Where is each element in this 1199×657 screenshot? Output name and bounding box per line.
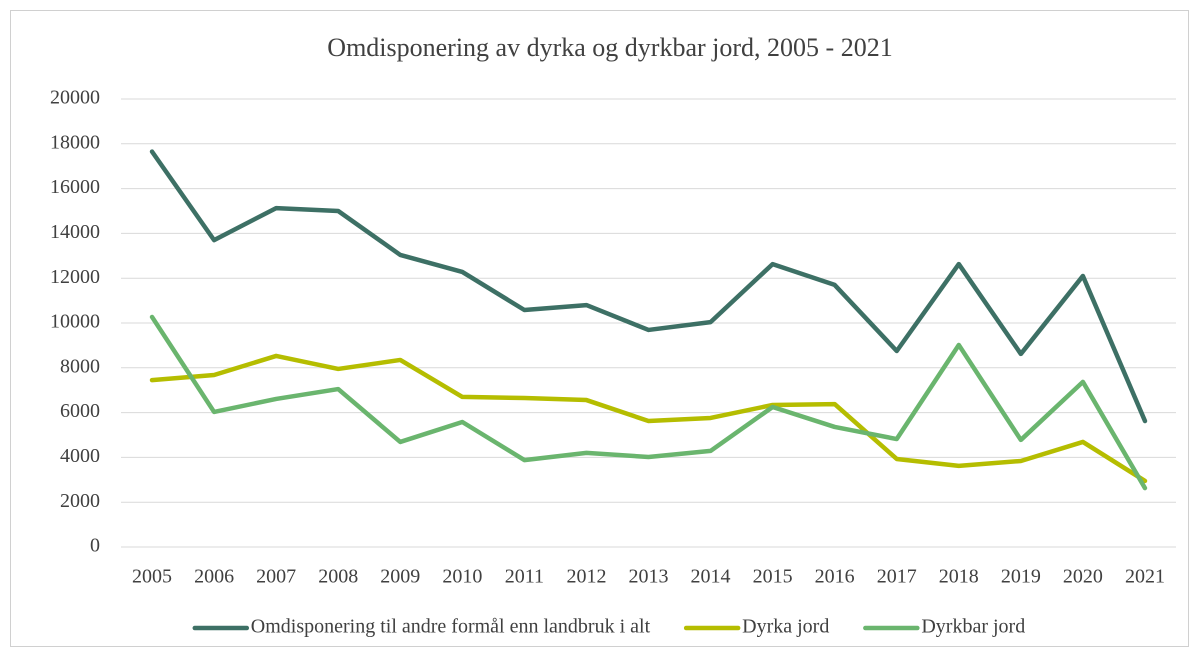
- legend-label: Omdisponering til andre formål enn landb…: [251, 616, 651, 638]
- x-tick-label: 2008: [318, 566, 358, 588]
- series-line: [149, 353, 1148, 484]
- y-tick-label: 12000: [50, 266, 100, 288]
- x-tick-label: 2014: [691, 566, 731, 588]
- x-tick-label: 2005: [132, 566, 172, 588]
- series-line: [149, 149, 1148, 424]
- x-tick-label: 2017: [877, 566, 917, 588]
- y-tick-label: 6000: [60, 400, 100, 422]
- x-tick-label: 2019: [1001, 566, 1041, 588]
- x-tick-label: 2013: [629, 566, 669, 588]
- chart-title: Omdisponering av dyrka og dyrkbar jord, …: [327, 33, 892, 62]
- x-tick-label: 2015: [753, 566, 793, 588]
- x-tick-label: 2011: [505, 566, 544, 588]
- legend-label: Dyrkbar jord: [921, 616, 1025, 638]
- x-tick-label: 2009: [380, 566, 420, 588]
- y-tick-label: 14000: [50, 221, 100, 243]
- y-tick-label: 8000: [60, 355, 100, 377]
- x-tick-label: 2007: [256, 566, 296, 588]
- chart-frame: [10, 10, 1189, 647]
- y-tick-label: 4000: [60, 445, 100, 467]
- x-tick-label: 2016: [815, 566, 855, 588]
- y-tick-label: 16000: [50, 176, 100, 198]
- legend-label: Dyrka jord: [742, 616, 829, 638]
- x-tick-label: 2010: [442, 566, 482, 588]
- y-tick-label: 10000: [50, 311, 100, 333]
- x-tick-label: 2012: [566, 566, 606, 588]
- series-line: [149, 314, 1148, 491]
- x-tick-label: 2018: [939, 566, 979, 588]
- x-tick-label: 2021: [1125, 566, 1165, 588]
- y-tick-label: 20000: [50, 87, 100, 109]
- y-tick-label: 2000: [60, 490, 100, 512]
- y-tick-label: 18000: [50, 131, 100, 153]
- x-tick-label: 2020: [1063, 566, 1103, 588]
- y-tick-label: 0: [90, 535, 100, 557]
- x-tick-label: 2006: [194, 566, 234, 588]
